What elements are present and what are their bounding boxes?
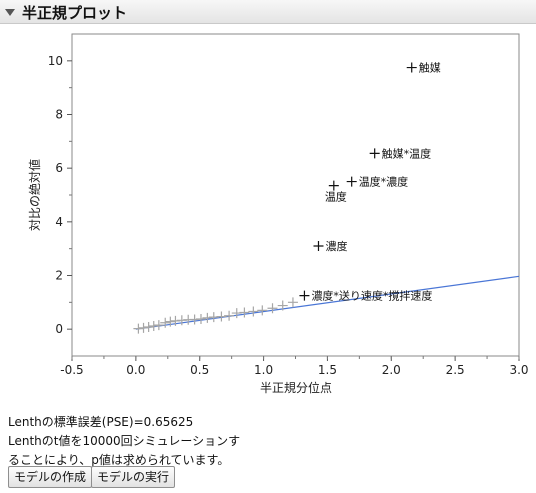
y-tick-label: 0 — [55, 322, 63, 336]
unlabeled-point — [267, 303, 278, 314]
point-label: 温度 — [325, 190, 347, 204]
unlabeled-point — [138, 322, 149, 333]
x-tick-label: 0.5 — [190, 363, 209, 377]
simulation-text-line1: Lenthのt値を10000回シミュレーションす — [8, 434, 241, 448]
labeled-point — [369, 148, 380, 159]
disclosure-triangle-icon[interactable] — [4, 6, 16, 18]
unlabeled-point — [277, 300, 288, 311]
x-axis: -0.5 0.0 0.5 1.0 1.5 2.0 2.5 3.0 — [60, 356, 529, 377]
half-normal-plot: -0.5 0.0 0.5 1.0 1.5 2.0 2.5 3.0 0 2 4 6 8 10 半正規分位点… — [27, 33, 529, 395]
unlabeled-point — [257, 305, 268, 316]
unlabeled-point — [195, 313, 206, 324]
y-tick-label: 8 — [55, 108, 63, 122]
y-tick-label: 4 — [55, 215, 63, 229]
unlabeled-point — [239, 307, 250, 318]
unlabeled-point — [148, 320, 159, 331]
simulation-text-line2: ることにより、p値は求められています。 — [8, 453, 230, 467]
run-model-button[interactable]: モデルの実行 — [91, 466, 176, 488]
labeled-point — [328, 180, 339, 191]
y-tick-label: 10 — [48, 54, 63, 68]
unlabeled-point — [202, 312, 213, 323]
y-axis-title: 対比の絶対値 — [27, 159, 42, 231]
panel-title: 半正規プロット — [22, 4, 128, 22]
x-tick-label: -0.5 — [60, 363, 83, 377]
make-model-button[interactable]: モデルの作成 — [8, 466, 93, 488]
unlabeled-point — [133, 323, 144, 334]
unlabeled-point — [143, 322, 154, 333]
unlabeled-point — [224, 310, 235, 321]
pse-text: Lenthの標準誤差(PSE)=0.65625 — [8, 415, 194, 429]
x-tick-label: 1.5 — [318, 363, 337, 377]
y-tick-label: 6 — [55, 161, 63, 175]
x-tick-label: 2.5 — [446, 363, 465, 377]
point-label: 濃度*送り速度*撹拌速度 — [311, 289, 432, 303]
point-label: 濃度 — [325, 239, 347, 253]
x-tick-label: 1.0 — [254, 363, 273, 377]
x-axis-title: 半正規分位点 — [260, 380, 332, 395]
reference-line — [135, 275, 520, 330]
x-tick-label: 2.0 — [382, 363, 401, 377]
x-tick-label: 0.0 — [126, 363, 145, 377]
point-label: 温度*濃度 — [359, 175, 409, 189]
x-tick-label: 3.0 — [509, 363, 528, 377]
panel-header: 半正規プロット — [0, 0, 536, 24]
y-tick-label: 2 — [55, 269, 63, 283]
unlabeled-point — [216, 311, 227, 322]
labeled-point — [346, 176, 357, 187]
labeled-point — [299, 290, 310, 301]
y-axis: 0 2 4 6 8 10 — [48, 54, 72, 336]
point-label: 触媒*温度 — [382, 146, 432, 160]
unlabeled-point — [287, 297, 298, 308]
unlabeled-point — [248, 306, 259, 317]
point-label: 触媒 — [419, 61, 441, 75]
unlabeled-point — [160, 317, 171, 328]
unlabeled-point — [165, 316, 176, 327]
labeled-point — [406, 62, 417, 73]
labeled-point — [313, 240, 324, 251]
unlabeled-point — [153, 320, 164, 331]
